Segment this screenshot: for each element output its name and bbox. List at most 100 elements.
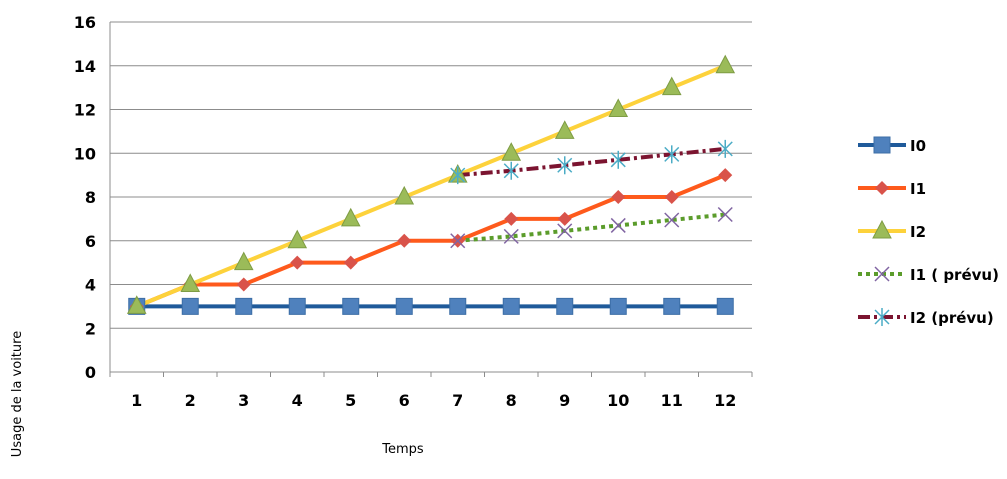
data-point-marker [557,156,573,175]
square-marker [609,297,627,315]
data-point-marker [180,273,201,292]
data-point-marker [503,161,519,180]
x-tick-label: 10 [607,391,629,410]
square-marker [288,297,306,315]
data-point-marker [235,297,253,315]
y-tick-label: 2 [85,319,96,338]
diamond-marker [557,211,572,226]
series-markers [126,54,736,315]
diamond-marker [397,233,412,248]
data-point-marker [718,168,733,183]
data-point-marker [608,98,629,117]
triangle-marker [554,120,575,139]
triangle-marker [715,54,736,74]
y-tick-label: 12 [74,101,96,120]
x-marker-stroke [450,233,466,249]
legend-label-0: I0 [910,137,926,155]
x-tick-label: 2 [185,391,196,410]
legend: I0 I1 I2 I1 ( prévu) I2 (prévu) [858,136,999,327]
series-line-1 [134,173,728,309]
triangle-marker [608,98,629,117]
triangle-marker [287,229,308,249]
legend-label-4: I2 (prévu) [910,309,994,327]
diamond-marker [718,168,733,183]
triangle-marker [872,219,892,239]
square-marker [449,297,467,315]
x-tick-label: 11 [661,391,683,410]
data-point-marker [287,229,308,249]
diamond-marker [290,255,305,270]
diamond-marker [611,190,626,204]
x-tick-label: 6 [399,391,410,410]
gridlines [110,21,752,329]
triangle-marker [394,185,415,205]
legend-marker-0 [873,136,891,154]
data-point-marker [557,211,572,226]
x-tick-label: 9 [559,391,570,410]
data-point-marker [504,211,519,226]
x-marker-stroke [503,228,519,244]
triangle-marker [340,207,361,227]
x-tick-label: 12 [714,391,736,410]
data-point-marker [343,255,358,270]
x-marker-stroke [610,217,626,233]
y-tick-label: 14 [74,57,96,76]
data-point-marker [501,142,522,161]
data-point-marker [663,297,681,315]
data-point-marker [340,207,361,227]
data-point-marker [233,251,254,271]
square-marker [663,297,681,315]
x-marker-stroke [557,223,573,239]
triangle-marker [180,273,201,292]
triangle-marker [501,142,522,161]
square-marker [395,297,413,315]
data-point-marker [664,145,680,164]
data-point-marker [661,76,682,96]
diamond-marker [343,255,358,270]
triangle-marker [126,295,147,314]
legend-label-3: I1 ( prévu) [910,266,999,284]
data-point-marker [394,185,415,205]
axes [109,22,753,377]
legend-marker-4 [874,308,890,326]
data-point-marker [609,297,627,315]
series-lines [134,63,728,309]
data-point-marker [502,297,520,315]
data-point-marker [342,297,360,315]
x-tick-label: 1 [131,391,142,410]
x-axis-label: Temps [381,442,424,457]
legend-marker-3 [874,266,890,282]
y-tick-label: 16 [74,13,96,32]
x-marker-stroke [717,206,733,223]
data-point-marker [395,297,413,315]
square-marker [181,297,199,315]
x-tick-label: 3 [238,391,249,410]
square-marker [342,297,360,315]
data-point-marker [181,297,199,315]
data-point-marker [126,295,147,314]
x-tick-label: 8 [506,391,517,410]
x-marker-stroke [664,212,680,228]
y-tick-label: 8 [85,188,96,207]
data-point-marker [715,54,736,74]
data-point-marker [503,228,519,244]
square-marker [716,297,734,315]
legend-label-1: I1 [910,180,926,198]
triangle-marker [233,251,254,271]
data-point-marker [610,150,626,169]
square-marker [873,136,891,154]
data-point-marker [450,166,466,185]
data-point-marker [556,297,574,315]
square-marker [235,297,253,315]
data-point-marker [449,297,467,315]
diamond-marker [875,181,889,195]
y-tick-label: 10 [74,144,96,163]
diamond-marker [236,277,251,292]
data-point-marker [717,139,733,158]
data-point-marker [397,233,412,248]
triangle-marker [661,76,682,96]
data-point-marker [450,233,466,249]
data-point-marker [717,206,733,223]
